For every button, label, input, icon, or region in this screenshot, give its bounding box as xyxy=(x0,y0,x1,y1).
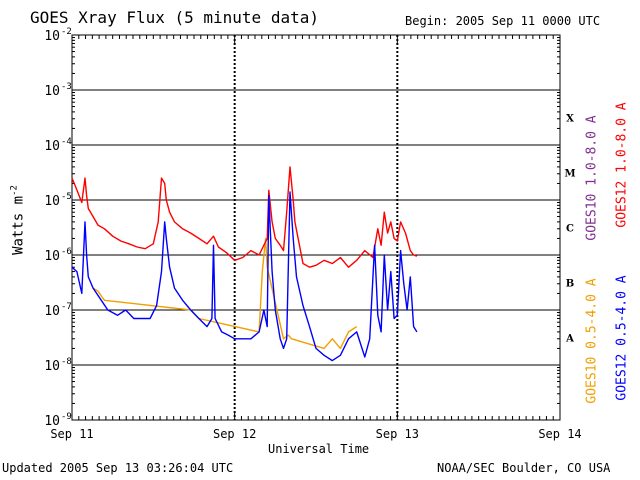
begin-time: Begin: 2005 Sep 11 0000 UTC xyxy=(405,14,601,28)
y-tick-label: 10 xyxy=(44,84,60,99)
flare-class-label: C xyxy=(566,224,574,235)
y-tick-label: 10 xyxy=(44,304,60,319)
y-tick-label: 10 xyxy=(44,249,60,264)
y-tick-label-exponent: -6 xyxy=(61,247,72,257)
series-line xyxy=(92,237,358,350)
x-tick-label: Sep 12 xyxy=(213,427,256,441)
x-tick-label: Sep 14 xyxy=(538,427,581,441)
y-tick-label-exponent: -3 xyxy=(61,82,72,92)
legend-goes12-short: GOES12 0.5-4.0 A xyxy=(614,275,630,401)
y-tick-label: 10 xyxy=(44,29,60,44)
y-tick-label-exponent: -7 xyxy=(61,302,72,312)
y-tick-label-exponent: -5 xyxy=(61,192,72,202)
y-tick-label-exponent: -2 xyxy=(61,27,72,37)
plot-frame xyxy=(71,34,561,421)
y-tick-label: 10 xyxy=(44,194,60,209)
chart-title: GOES Xray Flux (5 minute data) xyxy=(30,8,319,27)
y-tick-label-exponent: -4 xyxy=(61,137,72,147)
y-tick-label: 10 xyxy=(44,139,60,154)
y-tick-label-exponent: -9 xyxy=(61,412,72,422)
flare-class-label: X xyxy=(566,114,574,125)
x-axis-title: Universal Time xyxy=(268,442,370,456)
y-tick-label: 10 xyxy=(44,414,60,429)
legend-goes10-short: GOES10 0.5-4.0 A xyxy=(584,278,600,404)
series-line xyxy=(71,166,418,268)
x-tick-label: Sep 13 xyxy=(376,427,419,441)
legend-goes12-long: GOES12 1.0-8.0 A xyxy=(614,102,630,228)
legend-goes10-long: GOES10 1.0-8.0 A xyxy=(584,115,600,241)
x-tick-label: Sep 11 xyxy=(50,427,93,441)
series-line xyxy=(71,191,418,362)
flare-class-label: B xyxy=(566,279,574,290)
flare-class-label: M xyxy=(564,169,575,180)
y-tick-label-exponent: -8 xyxy=(61,357,72,367)
flare-class-label: A xyxy=(565,334,574,345)
updated-timestamp: Updated 2005 Sep 13 03:26:04 UTC xyxy=(2,461,234,475)
credit-label: NOAA/SEC Boulder, CO USA xyxy=(437,461,611,475)
y-tick-label: 10 xyxy=(44,359,60,374)
